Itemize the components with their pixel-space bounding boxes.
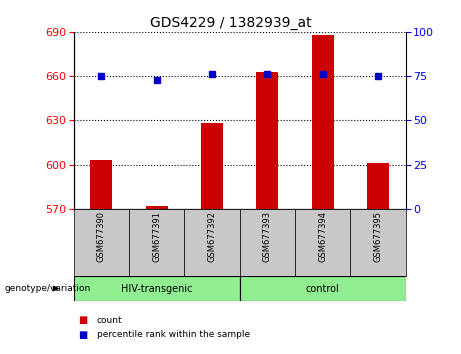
- Bar: [74, 276, 240, 301]
- Bar: [367, 163, 389, 209]
- Bar: [350, 209, 406, 276]
- Text: GSM677395: GSM677395: [373, 211, 383, 262]
- Bar: [74, 209, 129, 276]
- Bar: [295, 209, 350, 276]
- Text: GDS4229 / 1382939_at: GDS4229 / 1382939_at: [150, 16, 311, 30]
- Bar: [256, 72, 278, 209]
- Bar: [146, 206, 168, 209]
- Bar: [184, 209, 240, 276]
- Text: GSM677390: GSM677390: [97, 211, 106, 262]
- Bar: [129, 209, 184, 276]
- Text: GSM677394: GSM677394: [318, 211, 327, 262]
- Bar: [240, 209, 295, 276]
- Text: GSM677393: GSM677393: [263, 211, 272, 262]
- Text: ■: ■: [78, 330, 88, 339]
- Bar: [201, 123, 223, 209]
- Text: GSM677391: GSM677391: [152, 211, 161, 262]
- Text: count: count: [97, 316, 123, 325]
- Text: percentile rank within the sample: percentile rank within the sample: [97, 330, 250, 339]
- Text: control: control: [306, 284, 340, 293]
- Bar: [312, 35, 334, 209]
- Bar: [240, 276, 406, 301]
- Text: ■: ■: [78, 315, 88, 325]
- Text: HIV-transgenic: HIV-transgenic: [121, 284, 193, 293]
- Text: GSM677392: GSM677392: [207, 211, 217, 262]
- Text: genotype/variation: genotype/variation: [5, 284, 91, 293]
- Bar: [90, 160, 112, 209]
